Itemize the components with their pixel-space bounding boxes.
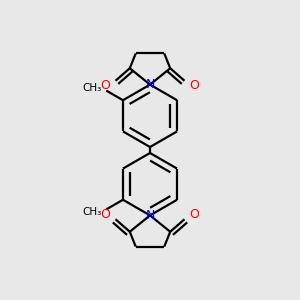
Text: N: N (145, 78, 155, 91)
Text: N: N (145, 209, 155, 222)
Text: O: O (101, 208, 111, 221)
Text: O: O (101, 79, 111, 92)
Text: O: O (189, 208, 199, 221)
Text: CH₃: CH₃ (82, 83, 102, 93)
Text: CH₃: CH₃ (82, 207, 102, 217)
Text: O: O (189, 79, 199, 92)
